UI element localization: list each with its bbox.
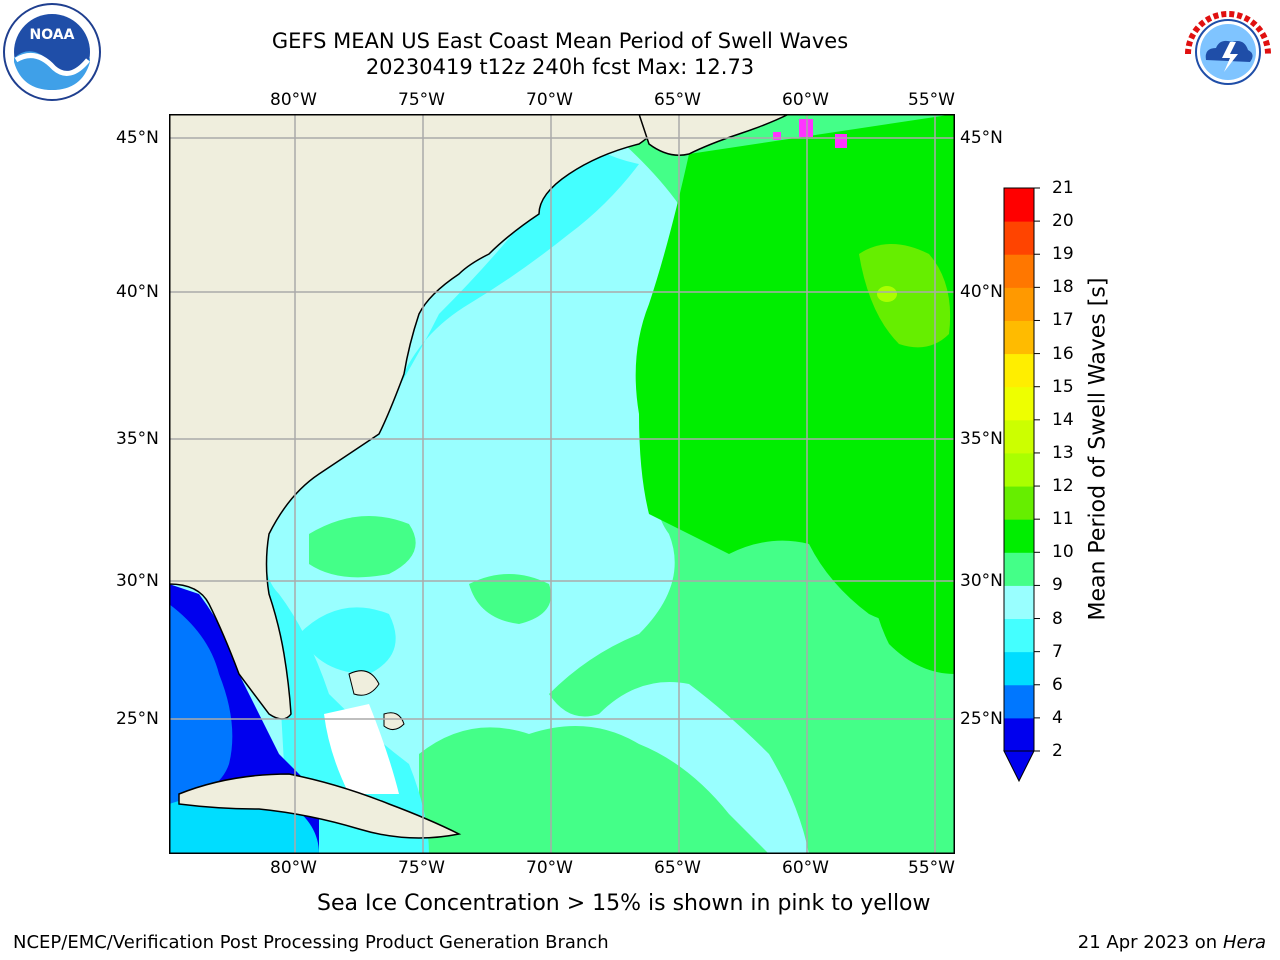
land-north-america [169, 114, 655, 720]
colorbar-segment [1004, 717, 1034, 752]
chart-subtitle: 20230419 t12z 240h fcst Max: 12.73 [365, 55, 755, 79]
lat-tick-right-40n: 40°N [960, 282, 1003, 302]
lat-tick-right-35n: 35°N [960, 429, 1003, 449]
contour-9-10-patch-a [309, 516, 416, 578]
land-bahamas-a [348, 670, 380, 696]
lon-tick-top-60w: 60°W [782, 90, 829, 110]
land-nova-scotia [638, 114, 790, 156]
colorbar-segment [1004, 651, 1034, 686]
gridlines [169, 114, 955, 854]
contour-12-13 [877, 286, 897, 302]
lat-tick-left-30n: 30°N [116, 571, 159, 591]
bahamas-shadow [324, 704, 399, 794]
colorbar-segment [1004, 519, 1034, 553]
lon-tick-bottom-65w: 65°W [654, 858, 701, 878]
lat-tick-left-35n: 35°N [116, 429, 159, 449]
colorbar-tick-label: 2 [1052, 741, 1063, 761]
lat-tick-right-25n: 25°N [960, 709, 1003, 729]
sea-ice-caption: Sea Ice Concentration > 15% is shown in … [317, 891, 931, 916]
sea-ice-patch-a [799, 119, 813, 137]
lon-tick-bottom-70w: 70°W [526, 858, 573, 878]
colorbar-tick-label: 20 [1052, 211, 1074, 232]
colorbar-tick-label: 19 [1052, 244, 1074, 265]
nws-logo-icon [1181, 5, 1275, 99]
colorbar-tick-label: 8 [1052, 608, 1063, 629]
colorbar-segment [1004, 452, 1034, 487]
sea-ice-patch-b [835, 134, 847, 148]
colorbar-segment [1004, 188, 1034, 222]
contour-11-12 [859, 244, 951, 348]
contour-10-11 [635, 114, 955, 624]
chart-title: GEFS MEAN US East Coast Mean Period of S… [271, 29, 849, 53]
colorbar-frame [1003, 187, 1035, 752]
noaa-logo-icon: NOAA [3, 3, 101, 101]
colorbar-tick-label: 12 [1052, 476, 1074, 497]
colorbar-segment [1004, 254, 1034, 288]
footer-date: 21 Apr 2023 on [1077, 932, 1223, 953]
land-bahamas-b [383, 712, 405, 730]
colorbar [1003, 187, 1040, 783]
lon-tick-top-70w: 70°W [526, 90, 573, 110]
colorbar-segment [1004, 552, 1034, 586]
colorbar-tick-label: 21 [1052, 178, 1074, 198]
footer-credit: NCEP/EMC/Verification Post Processing Pr… [13, 932, 609, 953]
lat-tick-left-45n: 45°N [116, 128, 159, 148]
colorbar-segment [1004, 353, 1034, 388]
lon-tick-top-55w: 55°W [908, 90, 955, 110]
colorbar-tick-label: 4 [1052, 707, 1063, 728]
lon-tick-bottom-55w: 55°W [908, 858, 955, 878]
colorbar-segment [1004, 486, 1034, 520]
colorbar-tick-label: 9 [1052, 575, 1063, 596]
colorbar-tick-label: 15 [1052, 376, 1074, 397]
swell-period-map [169, 114, 955, 854]
contour-9-10-patch-b [469, 574, 551, 624]
colorbar-segment [1004, 287, 1034, 321]
lon-tick-bottom-60w: 60°W [782, 858, 829, 878]
lon-tick-bottom-75w: 75°W [398, 858, 445, 878]
colorbar-segment [1004, 684, 1034, 719]
colorbar-tick-label: 6 [1052, 674, 1063, 695]
colorbar-tick-label: 7 [1052, 641, 1063, 662]
colorbar-segment [1004, 618, 1034, 653]
lon-tick-bottom-80w: 80°W [270, 858, 317, 878]
colorbar-segment [1004, 320, 1034, 355]
colorbar-segment [1004, 585, 1034, 620]
noaa-logo-text: NOAA [30, 27, 75, 43]
colorbar-segment [1004, 419, 1034, 454]
lat-tick-right-45n: 45°N [960, 128, 1003, 148]
land-cuba [178, 773, 462, 839]
colorbar-tick-label: 17 [1052, 310, 1074, 331]
lat-tick-left-25n: 25°N [116, 709, 159, 729]
colorbar-tick-label: 13 [1052, 442, 1074, 463]
colorbar-tick-label: 10 [1052, 542, 1074, 563]
colorbar-tick-label: 16 [1052, 343, 1074, 364]
contour-7-8-mid [299, 607, 396, 674]
footer-timestamp: 21 Apr 2023 on Hera [1078, 932, 1266, 954]
sea-ice-patch-c [773, 132, 781, 140]
contour-9-10-south [419, 726, 769, 854]
colorbar-segment [1004, 386, 1034, 421]
contour-4-6-gulf [169, 604, 233, 804]
colorbar-tick-label: 11 [1052, 509, 1074, 530]
contour-10-11-south [869, 544, 955, 674]
lat-tick-right-30n: 30°N [960, 571, 1003, 591]
lon-tick-top-80w: 80°W [270, 90, 317, 110]
colorbar-tick-label: 14 [1052, 409, 1074, 430]
lon-tick-top-75w: 75°W [398, 90, 445, 110]
lat-tick-left-40n: 40°N [116, 282, 159, 302]
colorbar-label: Mean Period of Swell Waves [s] [1085, 277, 1111, 621]
footer-host: Hera [1222, 932, 1266, 953]
colorbar-tick-label: 18 [1052, 277, 1074, 298]
colorbar-segment [1004, 221, 1034, 255]
colorbar-extend-arrow [1003, 750, 1035, 783]
lon-tick-top-65w: 65°W [654, 90, 701, 110]
